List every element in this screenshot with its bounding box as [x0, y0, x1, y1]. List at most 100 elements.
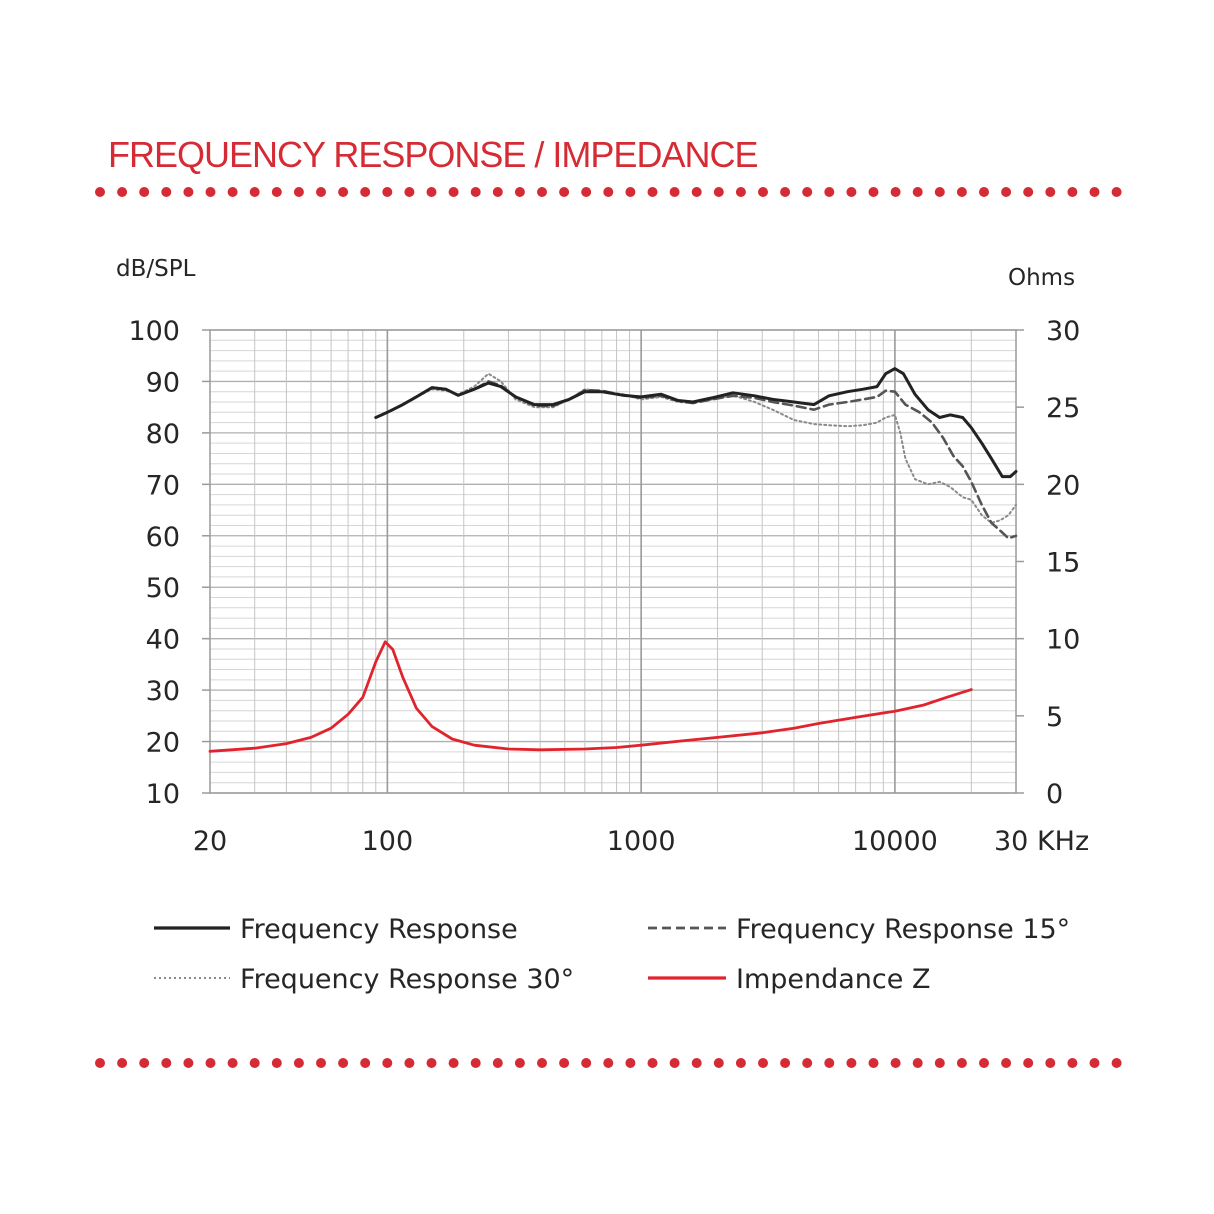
divider-dot: [316, 187, 326, 197]
divider-dot: [780, 1058, 791, 1068]
series-group: [208, 367, 1018, 753]
y-left-tick-label: 90: [146, 367, 180, 398]
divider-dot: [514, 1058, 525, 1068]
plot-frame: [209, 329, 1017, 794]
divider-dot: [205, 187, 216, 197]
divider-dot: [956, 1058, 967, 1068]
divider-dot: [205, 1058, 216, 1068]
divider-dot: [669, 187, 680, 197]
y-right-tick-label: 15: [1046, 548, 1080, 579]
divider-dot: [117, 187, 128, 197]
y-right-tick-label: 30: [1046, 316, 1080, 347]
divider-dot: [249, 187, 260, 197]
plot-grid: [202, 329, 1024, 794]
divider-dot: [161, 1058, 172, 1068]
divider-dot: [1111, 1058, 1122, 1068]
divider-dot: [912, 187, 923, 197]
divider-dot: [912, 1058, 923, 1068]
divider-dot: [227, 1058, 238, 1068]
x-tick-label: 100: [362, 826, 414, 857]
y-right-tick-label: 10: [1046, 625, 1080, 656]
divider-dot: [735, 187, 746, 197]
divider-dot: [95, 187, 105, 197]
divider-dot: [758, 187, 768, 197]
divider-dot: [404, 1058, 415, 1068]
y-left-tick-label: 20: [146, 728, 180, 759]
divider-dot: [470, 187, 481, 197]
y-left-tick-label: 10: [146, 779, 180, 810]
divider-dot: [338, 187, 349, 197]
divider-dot: [448, 1058, 459, 1068]
divider-dot: [382, 187, 393, 197]
x-axis-ticks: 20 100 1000 10000 30 KHz: [193, 826, 1089, 857]
divider-dot: [537, 1058, 547, 1068]
y-left-tick-label: 70: [146, 470, 180, 501]
divider-dot: [1001, 187, 1012, 197]
divider-dot: [1001, 1058, 1012, 1068]
divider-dot: [1045, 187, 1056, 197]
divider-dot: [647, 1058, 658, 1068]
divider-dot: [1023, 187, 1034, 197]
y-right-tick-label: 0: [1046, 779, 1063, 810]
divider-dot: [537, 187, 547, 197]
y-left-tick-label: 30: [146, 676, 180, 707]
divider-dot: [1089, 1058, 1100, 1068]
divider-dot: [559, 187, 570, 197]
y-left-tick-label: 60: [146, 522, 180, 553]
divider-dot: [780, 187, 791, 197]
divider-dot: [271, 1058, 282, 1068]
y-right-tick-label: 20: [1046, 470, 1080, 501]
divider-dot: [227, 187, 238, 197]
series-line-frequency-response-30: [386, 372, 1017, 524]
divider-dot: [846, 187, 857, 197]
divider-dot: [713, 187, 724, 197]
x-tick-label: 20: [193, 826, 227, 857]
divider-dot: [316, 1058, 326, 1068]
y-axis-left-ticks: 10 20 30 40 50 60 70 80 90 100: [128, 316, 180, 810]
divider-dot: [1067, 1058, 1078, 1068]
dotted-divider-bottom: [95, 1058, 1122, 1068]
divider-dot: [691, 187, 702, 197]
y-axis-left-label: dB/SPL: [116, 256, 196, 282]
divider-dot: [249, 1058, 260, 1068]
divider-dot: [1023, 1058, 1034, 1068]
divider-dot: [581, 187, 592, 197]
y-left-tick-label: 40: [146, 625, 180, 656]
divider-dot: [625, 187, 636, 197]
x-tick-label: 10000: [852, 826, 938, 857]
divider-dot: [735, 1058, 746, 1068]
legend: Frequency Response Frequency Response 15°…: [154, 914, 1070, 995]
divider-dot: [603, 187, 614, 197]
divider-dot: [338, 1058, 349, 1068]
divider-dot: [470, 1058, 481, 1068]
divider-dot: [802, 1058, 813, 1068]
legend-label: Frequency Response: [240, 914, 518, 945]
divider-dot: [183, 187, 194, 197]
divider-dot: [647, 187, 658, 197]
divider-dot: [139, 187, 150, 197]
divider-dot: [426, 1058, 437, 1068]
divider-dot: [934, 187, 945, 197]
divider-dot: [117, 1058, 128, 1068]
y-right-tick-label: 5: [1046, 702, 1063, 733]
divider-dot: [492, 187, 503, 197]
divider-dot: [758, 1058, 768, 1068]
divider-dot: [824, 1058, 835, 1068]
divider-dot: [625, 1058, 636, 1068]
legend-label: Frequency Response 30°: [240, 964, 574, 995]
divider-dot: [514, 187, 525, 197]
divider-dot: [426, 187, 437, 197]
divider-dot: [824, 187, 835, 197]
divider-dot: [846, 1058, 857, 1068]
divider-dot: [868, 187, 879, 197]
divider-dot: [360, 187, 371, 197]
divider-dot: [581, 1058, 592, 1068]
divider-dot: [890, 1058, 901, 1068]
divider-dot: [1045, 1058, 1056, 1068]
divider-dot: [448, 187, 459, 197]
x-tick-label: 1000: [607, 826, 676, 857]
divider-dot: [183, 1058, 194, 1068]
divider-dot: [382, 1058, 393, 1068]
divider-dot: [868, 1058, 879, 1068]
